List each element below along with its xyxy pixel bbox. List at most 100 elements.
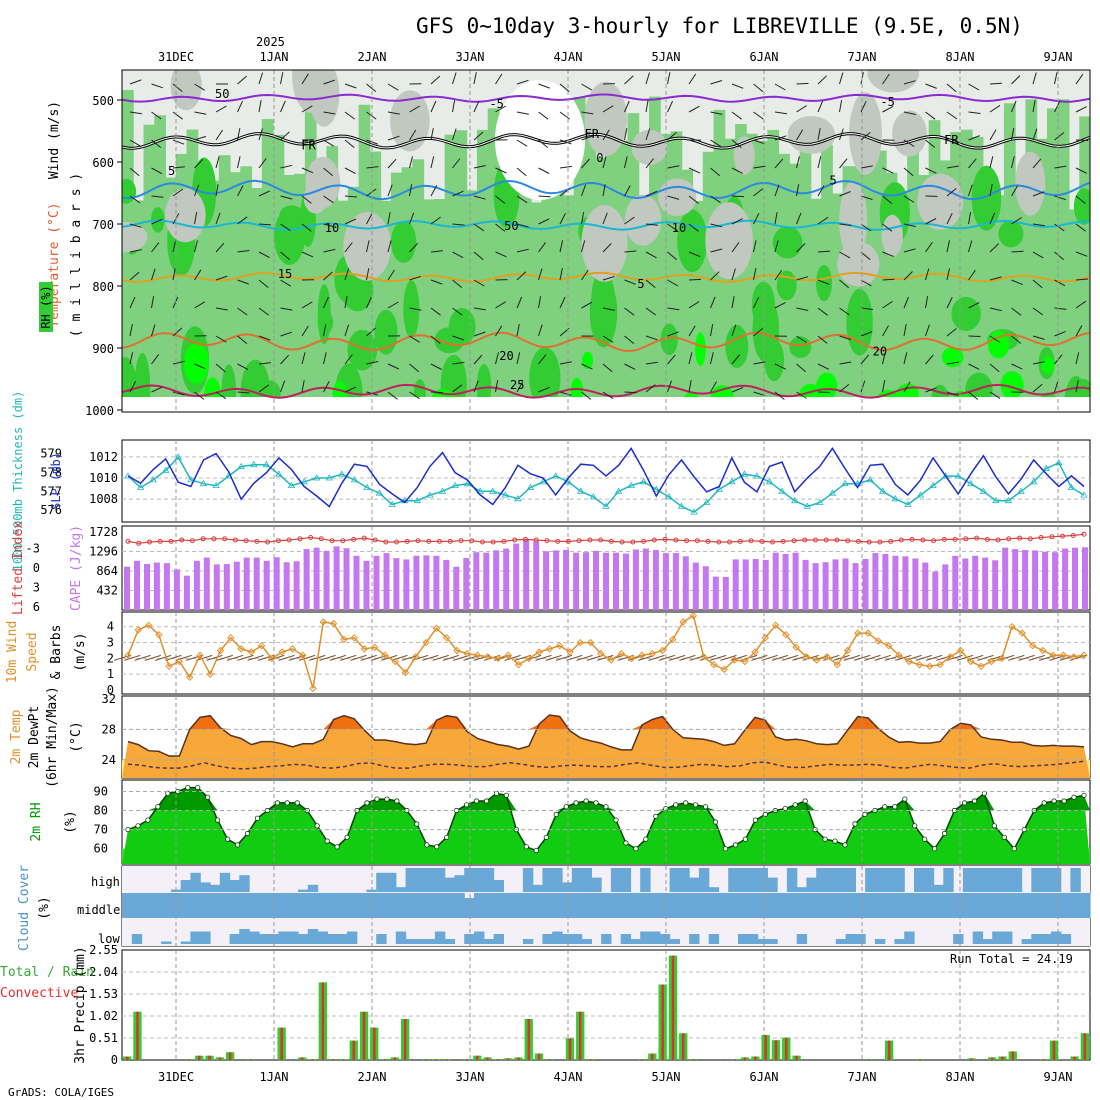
wind-barb — [860, 132, 871, 141]
thickness-line-marker — [526, 483, 535, 490]
wind-barb — [538, 354, 547, 365]
thickness-line-marker — [853, 479, 862, 487]
cloud-bar-low — [1060, 934, 1072, 944]
cloud-bar-high — [640, 868, 651, 892]
wind-barb — [129, 79, 142, 85]
rh-marker — [673, 802, 679, 808]
cape-bar — [323, 550, 330, 610]
wind-barb — [1054, 279, 1066, 287]
cloud-bar-high — [180, 880, 192, 892]
wind-barb — [280, 279, 292, 287]
wind-barb — [258, 384, 269, 393]
surface-barb — [226, 654, 244, 661]
rh-blob — [660, 323, 678, 356]
cape-bar — [573, 552, 580, 610]
wind-barb — [1011, 100, 1017, 113]
wind-speed-marker — [227, 634, 235, 642]
wind-speed-marker — [658, 646, 667, 655]
wind-barb — [774, 269, 783, 281]
cape-bar — [1002, 547, 1009, 610]
surface-barb — [874, 654, 891, 661]
rh-marker — [145, 817, 151, 823]
wind-barb — [366, 213, 373, 225]
rh-marker — [334, 844, 340, 850]
convective-bar — [867, 1059, 870, 1060]
wind-barbs — [129, 70, 1089, 412]
cape-bar — [483, 552, 490, 610]
rh-marker — [205, 794, 211, 800]
rh-blob — [317, 310, 334, 335]
convective-bar — [548, 1059, 551, 1060]
wind-speed-marker — [216, 646, 225, 655]
wind-barb — [602, 243, 612, 253]
wind-barb — [796, 307, 809, 311]
surface-barb — [134, 654, 151, 661]
cloud-bar-high — [884, 868, 896, 892]
cloud-bar-middle — [288, 893, 299, 918]
cloud-bar-low — [493, 934, 504, 944]
rh-column — [251, 188, 263, 412]
wind-barb — [946, 391, 959, 397]
wind-barb — [968, 240, 973, 253]
thickness-line-marker — [627, 481, 635, 488]
thickness-line-marker — [878, 487, 887, 494]
wind-barb — [925, 268, 930, 281]
cloud-bar-middle — [366, 893, 377, 918]
cloud-bar-middle — [718, 893, 729, 918]
wind-barb — [796, 243, 806, 253]
lifted-marker — [920, 537, 926, 543]
cloud-bar-middle — [278, 893, 289, 918]
cloud-bar-high — [767, 877, 778, 892]
cloud-bar-middle — [542, 893, 553, 918]
wind-barb — [151, 218, 163, 225]
pressure-tick-label: 600 — [92, 156, 114, 170]
cloud-bar-low — [288, 931, 299, 944]
cloud-bar-high — [972, 868, 984, 892]
lifted-marker — [254, 538, 260, 544]
cloud-bar-low — [522, 939, 534, 944]
rh-shading — [122, 70, 1090, 412]
wind-speed-marker — [956, 646, 965, 655]
wind-barb — [882, 300, 893, 309]
rh-marker — [961, 800, 968, 806]
wind-barb — [409, 105, 421, 113]
wind10-units: (m/s) — [73, 632, 88, 671]
rh-column — [885, 172, 898, 412]
wind-barb — [925, 241, 933, 253]
wind-barb — [1032, 223, 1045, 227]
wind-barb — [215, 335, 227, 343]
wind-barb — [430, 391, 444, 394]
wind-barb — [323, 296, 329, 309]
thickness-line-marker — [941, 472, 950, 479]
wind-barb — [1075, 139, 1089, 141]
wind-barb — [452, 158, 461, 169]
cloud-bar-middle — [1060, 893, 1072, 918]
rh-column — [1046, 108, 1059, 412]
rh-column — [960, 129, 973, 412]
wind-barb — [839, 384, 850, 393]
rh-column — [509, 141, 521, 412]
wind-barb — [968, 184, 973, 197]
cape-bar — [433, 555, 440, 610]
wind-barb — [710, 248, 723, 253]
rh-marker — [414, 821, 420, 827]
contour-label: 50 — [215, 87, 229, 101]
wind-barb — [860, 165, 873, 169]
wind-barb — [817, 128, 821, 141]
wind-barb — [1054, 380, 1059, 393]
top-day-4: 4JAN — [554, 50, 583, 64]
wind-barb — [946, 83, 957, 93]
cape-label: CAPE (J/kg) — [69, 525, 84, 611]
cape-bar — [1022, 550, 1029, 610]
wind-barb — [753, 139, 766, 145]
cape-bar — [1012, 549, 1019, 610]
lifted-marker — [1049, 534, 1055, 540]
wind-barb — [301, 167, 314, 174]
cloud-bar-high — [483, 868, 495, 892]
wind-barb — [882, 167, 894, 174]
convective-bar — [383, 1059, 386, 1060]
wind-barb — [452, 384, 463, 393]
cloud-bar-low — [620, 934, 632, 944]
wind-barb — [624, 185, 631, 197]
wind-barb — [968, 83, 980, 91]
